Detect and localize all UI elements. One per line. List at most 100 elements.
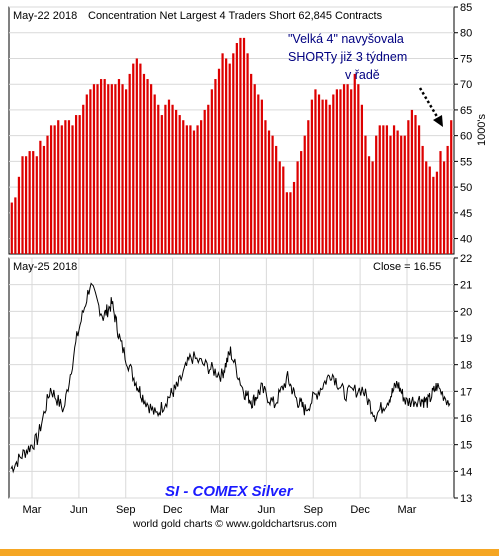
top-bar bbox=[35, 156, 38, 254]
top-bar bbox=[267, 130, 271, 254]
top-y-tick-label: 55 bbox=[460, 156, 472, 168]
top-bar bbox=[321, 99, 324, 255]
top-bar bbox=[246, 53, 249, 255]
bottom-x-tick-label: Jun bbox=[70, 504, 88, 516]
bottom-x-tick-label: Dec bbox=[163, 504, 183, 516]
top-bar bbox=[285, 192, 288, 254]
top-y-tick-label: 80 bbox=[460, 28, 472, 40]
top-bar bbox=[146, 79, 149, 254]
top-bar bbox=[175, 109, 178, 254]
bottom-x-tick-label: Jun bbox=[258, 504, 276, 516]
bottom-y-tick-label: 14 bbox=[460, 466, 472, 478]
top-bar bbox=[292, 181, 296, 254]
bottom-x-tick-label: Mar bbox=[210, 504, 229, 516]
top-bar bbox=[410, 109, 414, 254]
top-bar bbox=[242, 37, 246, 255]
top-bar bbox=[235, 43, 238, 254]
top-bar bbox=[317, 94, 321, 254]
bottom-x-tick-label: Mar bbox=[23, 504, 42, 516]
top-bar bbox=[71, 125, 74, 254]
top-bar bbox=[314, 89, 317, 254]
top-bar bbox=[135, 58, 138, 255]
top-y-ticks: 40 45 50 55 60 65 70 75 80 85 bbox=[454, 2, 472, 246]
top-bar bbox=[275, 145, 278, 254]
top-bar bbox=[42, 145, 46, 254]
top-bar bbox=[282, 166, 285, 254]
top-bar bbox=[157, 104, 160, 255]
top-bar bbox=[360, 104, 364, 255]
top-bar bbox=[32, 151, 35, 254]
top-bar bbox=[85, 94, 88, 254]
top-bar bbox=[142, 73, 146, 255]
top-bar bbox=[64, 120, 67, 255]
top-bar bbox=[303, 135, 306, 254]
top-bar bbox=[389, 135, 392, 254]
bottom-x-tick-label: Sep bbox=[303, 504, 323, 516]
top-bar bbox=[332, 94, 335, 254]
top-bar bbox=[164, 104, 167, 255]
bottom-y-tick-label: 22 bbox=[460, 253, 472, 265]
annotation-line-2: SHORTy již 3 týdnem bbox=[288, 50, 407, 64]
top-bar bbox=[325, 99, 328, 255]
top-bar bbox=[125, 89, 128, 254]
top-bar bbox=[378, 125, 381, 254]
top-y-tick-label: 65 bbox=[460, 105, 472, 117]
top-bar bbox=[46, 135, 49, 254]
top-bar bbox=[178, 115, 181, 254]
top-bar bbox=[407, 120, 410, 255]
top-bar bbox=[24, 156, 28, 254]
top-bar bbox=[160, 115, 163, 254]
top-bar bbox=[371, 161, 374, 255]
top-bar bbox=[335, 89, 338, 254]
top-bar bbox=[253, 84, 256, 254]
top-y-tick-label: 50 bbox=[460, 182, 472, 194]
top-bar bbox=[239, 37, 242, 255]
top-bar bbox=[153, 94, 156, 254]
top-bar bbox=[328, 104, 331, 255]
top-bar bbox=[300, 151, 303, 254]
close-label: Close = 16.55 bbox=[373, 261, 441, 273]
annotation-line-1: "Velká 4" navyšovala bbox=[288, 32, 404, 46]
top-bar bbox=[167, 99, 171, 255]
top-bar bbox=[439, 151, 442, 254]
top-bar bbox=[250, 73, 253, 255]
top-bar bbox=[57, 120, 60, 255]
top-bar bbox=[82, 104, 85, 255]
top-bar bbox=[417, 125, 421, 254]
top-bar bbox=[289, 192, 292, 254]
annotation-line-3: v řadě bbox=[345, 68, 380, 82]
top-bar bbox=[228, 63, 231, 254]
top-bar bbox=[10, 202, 13, 254]
top-bar bbox=[92, 84, 96, 254]
top-bar bbox=[128, 73, 131, 255]
top-bar bbox=[114, 84, 117, 254]
top-bar bbox=[307, 120, 310, 255]
top-bars bbox=[10, 37, 453, 255]
top-bar bbox=[53, 125, 56, 254]
bottom-panel-frame bbox=[8, 257, 455, 499]
top-y-tick-label: 60 bbox=[460, 131, 472, 143]
top-bar bbox=[392, 125, 396, 254]
top-bar bbox=[400, 135, 403, 254]
bottom-date-label: May-25 2018 bbox=[13, 261, 77, 273]
bottom-y-tick-label: 18 bbox=[460, 360, 472, 372]
top-bar bbox=[396, 130, 399, 254]
bottom-y-ticks: 13 14 15 16 17 18 19 20 21 22 bbox=[454, 253, 472, 505]
top-bar bbox=[264, 120, 267, 255]
top-bar bbox=[192, 130, 196, 254]
top-bar bbox=[446, 145, 449, 254]
top-bar bbox=[278, 161, 281, 255]
footer-credit: world gold charts © www.goldchartsrus.co… bbox=[132, 518, 337, 530]
top-bar bbox=[96, 84, 99, 254]
top-bar bbox=[364, 135, 367, 254]
top-bar bbox=[214, 79, 217, 254]
top-bar bbox=[342, 84, 346, 254]
top-bar bbox=[89, 89, 92, 254]
top-bar bbox=[310, 99, 313, 255]
top-bar bbox=[450, 120, 453, 255]
top-bar bbox=[171, 104, 174, 255]
bottom-y-tick-label: 20 bbox=[460, 306, 472, 318]
top-bar bbox=[14, 197, 17, 254]
top-bar bbox=[107, 84, 110, 254]
